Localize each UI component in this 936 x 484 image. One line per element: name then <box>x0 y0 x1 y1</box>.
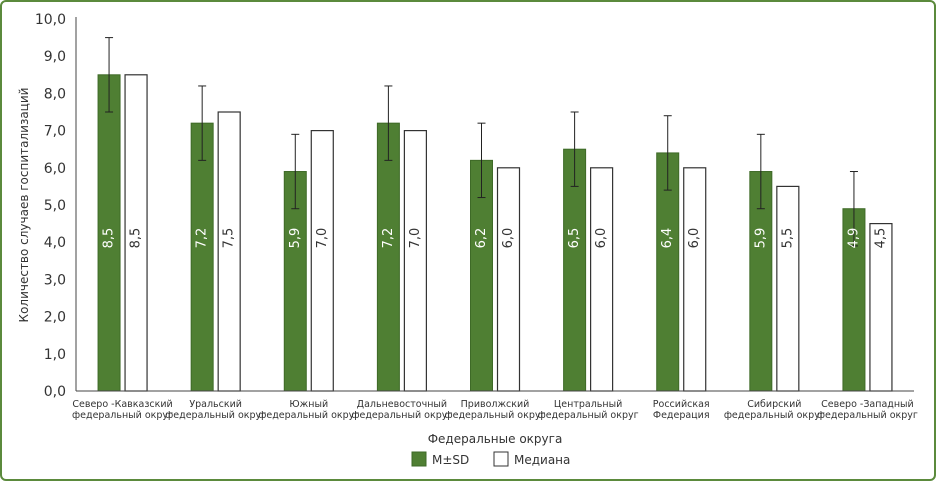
y-axis-ticks: 0,0 1,0 2,0 3,0 4,0 5,0 6,0 7,0 8,0 9,0 10,0 <box>35 12 66 400</box>
data-label-mean: 8,5 <box>102 228 117 249</box>
x-category-label: Российская Федерация <box>653 399 710 421</box>
data-label-median: 6,0 <box>687 228 702 249</box>
y-tick-label: 4,0 <box>44 235 66 251</box>
data-label-mean: 6,2 <box>474 228 489 249</box>
error-bar <box>291 133 300 210</box>
y-tick-label: 1,0 <box>44 347 66 363</box>
data-label-mean: 7,2 <box>381 228 396 249</box>
error-bar <box>570 111 579 187</box>
y-tick-label: 2,0 <box>44 310 66 326</box>
bars: 8,5 8,5 7,2 7,5 5,9 7,0 7,2 7,0 6,2 6,0 6,5 6,0 6,4 6… <box>97 37 893 392</box>
error-bar <box>849 171 858 247</box>
x-axis-title: Федеральные округа <box>428 432 563 446</box>
x-category-label: Центральный федеральный округ <box>538 399 639 421</box>
data-label-median: 7,5 <box>222 228 237 249</box>
error-bar <box>198 85 207 161</box>
data-label-median: 7,0 <box>315 228 330 249</box>
x-category-label: Сибирский федеральный округ <box>724 399 825 421</box>
y-tick-label: 9,0 <box>44 49 66 65</box>
legend-label-median: Медиана <box>514 453 570 467</box>
y-tick-label: 10,0 <box>35 12 66 28</box>
legend-swatch-mean <box>411 451 427 467</box>
x-axis-category-labels: Северо -Кавказский федеральный округУраль… <box>72 399 918 421</box>
x-category-label: Северо -Кавказский федеральный округ <box>72 399 173 421</box>
error-bar <box>477 122 486 199</box>
data-label-mean: 5,9 <box>288 228 303 249</box>
x-category-label: Дальневосточный федеральный округ <box>351 399 452 421</box>
data-label-median: 4,5 <box>873 228 888 249</box>
data-label-mean: 4,9 <box>846 228 861 249</box>
data-label-median: 8,5 <box>129 228 144 249</box>
data-label-mean: 6,5 <box>567 228 582 249</box>
y-tick-label: 0,0 <box>44 384 66 400</box>
bar-median <box>217 111 241 392</box>
y-tick-label: 6,0 <box>44 161 66 177</box>
data-label-mean: 5,9 <box>753 228 768 249</box>
y-tick-label: 3,0 <box>44 272 66 288</box>
bar-median <box>403 130 427 392</box>
data-label-mean: 7,2 <box>195 228 210 249</box>
bar-mean <box>190 122 214 392</box>
y-axis-title: Количество случаев госпитализаций <box>17 88 31 323</box>
bar-mean <box>376 122 400 392</box>
bar-median <box>590 167 614 392</box>
x-category-label: Южный федеральный округ <box>258 399 359 421</box>
y-tick-label: 7,0 <box>44 124 66 140</box>
data-label-median: 6,0 <box>594 228 609 249</box>
error-bar <box>105 37 114 113</box>
legend: M±SD Медиана <box>411 451 570 467</box>
data-label-median: 5,5 <box>780 228 795 249</box>
x-category-label: Северо -Западный федеральный округ <box>817 399 918 421</box>
legend-swatch-median <box>493 451 509 467</box>
y-tick-label: 5,0 <box>44 198 66 214</box>
error-bar <box>384 85 393 161</box>
bar-median <box>776 185 800 392</box>
y-tick-label: 8,0 <box>44 86 66 102</box>
x-category-label: Приволжский федеральный округ <box>444 399 545 421</box>
legend-label-mean: M±SD <box>432 453 469 467</box>
data-label-median: 7,0 <box>408 228 423 249</box>
x-category-label: Уральский федеральный округ <box>165 399 266 421</box>
error-bar <box>756 133 765 210</box>
bar-median <box>683 167 707 392</box>
data-label-median: 6,0 <box>501 228 516 249</box>
error-bar <box>663 115 672 191</box>
data-label-mean: 6,4 <box>660 228 675 249</box>
bar-median <box>310 130 334 392</box>
bar-median <box>496 167 521 392</box>
